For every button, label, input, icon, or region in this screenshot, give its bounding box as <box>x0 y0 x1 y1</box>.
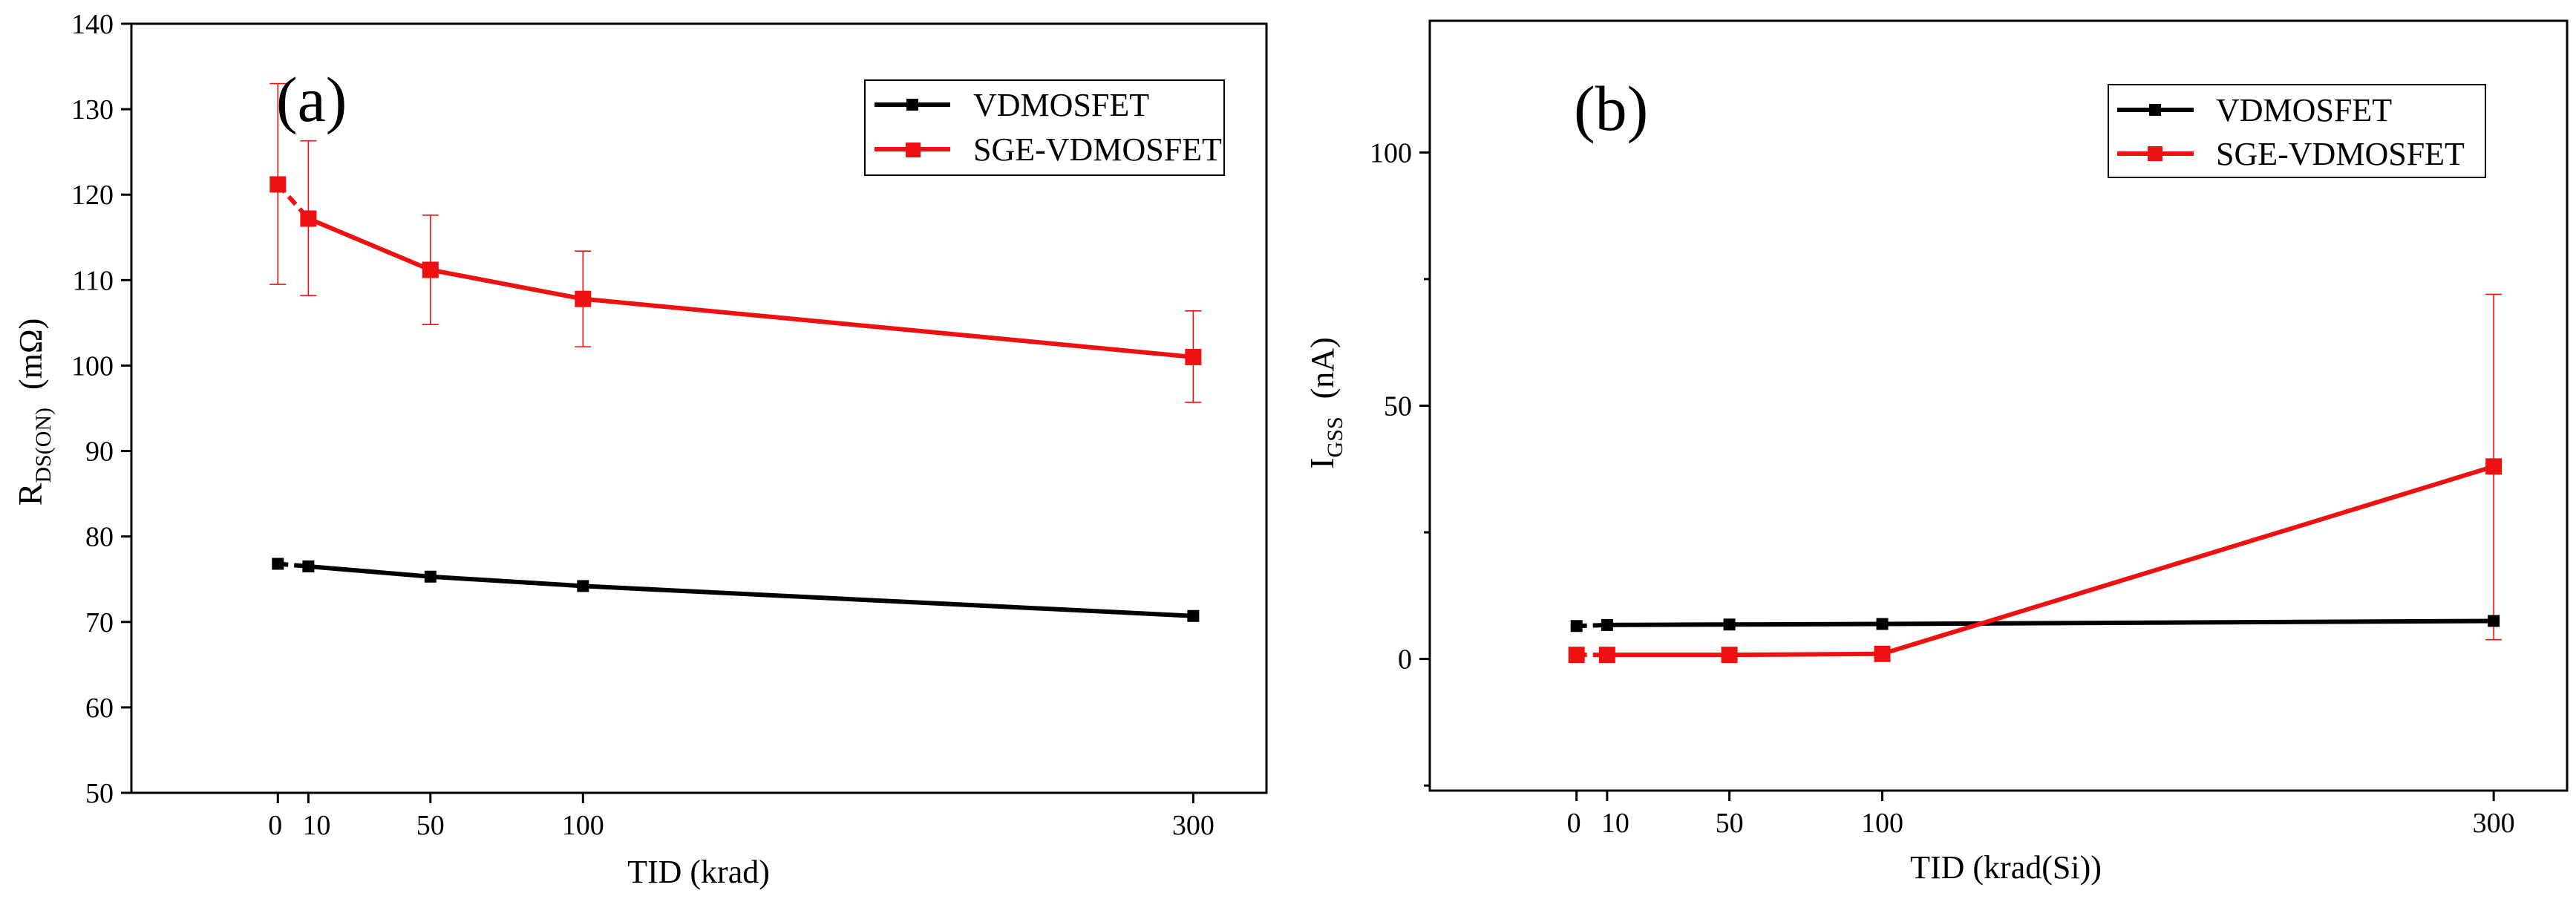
panel-a-point-vdmosfet-100 <box>577 580 589 592</box>
panel-b-ticks: 0 10 50 100 300 0 50 100 <box>1370 137 2515 839</box>
panel-a-series-lines <box>276 183 1194 618</box>
panel-a-x-tick-label-300: 300 <box>1172 810 1215 841</box>
panel-b-markers <box>1568 458 2503 664</box>
panel-a-y-tick-label-50: 50 <box>85 778 114 809</box>
panel-b-line-sge-seg-3 <box>1881 464 2495 656</box>
panel-a-point-sge-10 <box>300 210 317 227</box>
panel-b-point-sge-300 <box>2485 458 2503 475</box>
panel-a-x-tick-label-100: 100 <box>562 810 604 841</box>
panel-b-point-vdmosfet-10 <box>1601 618 1613 631</box>
panel-b-point-sge-50 <box>1721 647 1738 664</box>
panel-a-y-tick-label-140: 140 <box>71 9 114 40</box>
panel-a-x-tick-label-10: 10 <box>302 810 330 841</box>
panel-b-point-sge-100 <box>1874 645 1891 662</box>
panel-a: 0 10 50 100 300 50 60 70 80 90 100 110 120 130 140 (a)… <box>11 9 1268 890</box>
panel-b-x-tick-label-0: 0 <box>1567 808 1581 839</box>
panel-b-legend-label-vdmosfet: VDMOSFET <box>2216 92 2392 128</box>
panel-a-point-sge-0 <box>269 176 287 193</box>
panel-a-y-tick-label-120: 120 <box>71 180 114 211</box>
panel-a-point-sge-50 <box>422 261 439 278</box>
panel-a-y-label-main: R <box>11 483 49 506</box>
panel-a-y-label-sub: DS(ON) <box>31 408 56 483</box>
panel-b-legend: VDMOSFET SGE-VDMOSFET <box>2108 84 2486 178</box>
svg-text:IGSS(nA): IGSS (nA) <box>1303 337 1347 468</box>
panel-b-legend-marker-sge <box>2148 146 2163 161</box>
panel-a-plot-frame <box>130 22 1268 794</box>
panel-a-point-vdmosfet-50 <box>424 570 437 583</box>
panel-a-line-sge-seg-2 <box>430 267 583 301</box>
panel-b-legend-label-sge: SGE-VDMOSFET <box>2216 136 2465 172</box>
panel-a-line-vdmosfet-seg-1 <box>308 563 431 579</box>
panel-b-series-lines <box>1576 464 2495 658</box>
panel-a-line-sge-seg-1 <box>307 216 431 272</box>
panel-a-ticks: 0 10 50 100 300 50 60 70 80 90 100 110 120 130 140 <box>71 9 1215 841</box>
svg-text:RDS(ON)(mΩ): RDS(ON) (mΩ) <box>11 318 56 506</box>
panel-b-point-vdmosfet-0 <box>1570 620 1583 632</box>
panel-a-line-sge-seg-3 <box>583 296 1194 359</box>
panel-b-y-axis-label: IGSS (nA) <box>1303 337 1347 468</box>
panel-a-y-label-unit: (mΩ) <box>13 318 49 390</box>
panel-a-legend: VDMOSFET SGE-VDMOSFET <box>864 79 1225 176</box>
panel-a-y-tick-label-100: 100 <box>71 350 114 382</box>
panel-b-y-tick-label-50: 50 <box>1384 391 1412 422</box>
panel-b-y-tick-label-0: 0 <box>1398 644 1412 676</box>
panel-a-markers <box>269 176 1202 622</box>
panel-b-label: (b) <box>1574 73 1648 144</box>
panel-b-x-axis-label: TID (krad(Si)) <box>1910 849 2102 886</box>
panel-a-y-tick-label-90: 90 <box>85 437 114 468</box>
panel-a-legend-marker-sge <box>906 143 921 157</box>
panel-a-y-tick-label-130: 130 <box>71 94 114 125</box>
panel-b-point-vdmosfet-50 <box>1723 618 1736 631</box>
panel-b-legend-marker-vdmosfet <box>2149 104 2161 116</box>
panel-b-x-tick-label-100: 100 <box>1861 808 1903 839</box>
panel-a-y-tick-label-70: 70 <box>85 607 114 638</box>
panel-b-point-sge-0 <box>1568 647 1585 664</box>
panel-b-y-tick-label-100: 100 <box>1370 137 1412 169</box>
panel-b-line-vdmosfet-seg-2 <box>1729 621 1883 627</box>
panel-b-line-sge-seg-2 <box>1729 651 1883 658</box>
panel-b-x-tick-label-10: 10 <box>1601 808 1629 839</box>
panel-a-line-vdmosfet-seg-3 <box>583 583 1194 618</box>
panel-a-y-tick-label-110: 110 <box>72 265 114 296</box>
panel-a-y-tick-label-60: 60 <box>85 693 114 724</box>
panel-b-x-tick-label-50: 50 <box>1716 808 1744 839</box>
panel-a-x-tick-label-50: 50 <box>416 810 445 841</box>
panel-b-point-sge-10 <box>1598 647 1615 664</box>
panel-a-point-vdmosfet-0 <box>272 558 284 570</box>
panel-a-point-sge-300 <box>1185 348 1202 365</box>
panel-b-y-label-main: I <box>1303 457 1341 468</box>
panel-b: 0 10 50 100 300 0 50 100 (b) VDMOSFET SGE-VDMOS… <box>1303 19 2569 886</box>
panel-a-point-vdmosfet-300 <box>1187 609 1200 622</box>
panel-a-legend-label-sge: SGE-VDMOSFET <box>973 131 1222 168</box>
panel-b-point-vdmosfet-100 <box>1876 618 1889 630</box>
panel-a-x-axis-label: TID (krad) <box>627 854 770 890</box>
panel-a-point-vdmosfet-10 <box>302 560 315 572</box>
panel-b-y-label-sub: GSS <box>1323 416 1347 457</box>
panel-a-x-tick-label-0: 0 <box>268 810 282 841</box>
panel-b-y-label-unit: (nA) <box>1304 337 1341 399</box>
panel-b-legend-box <box>2108 84 2486 178</box>
panel-a-label: (a) <box>276 64 347 135</box>
panel-a-point-sge-100 <box>575 290 592 307</box>
panel-b-x-tick-label-300: 300 <box>2473 808 2515 839</box>
panel-a-legend-marker-vdmosfet <box>906 99 918 111</box>
panel-a-y-axis-label: RDS(ON) (mΩ) <box>11 318 56 506</box>
panel-a-line-vdmosfet-seg-2 <box>430 574 583 589</box>
panel-b-line-vdmosfet-seg-1 <box>1606 622 1730 627</box>
panel-a-legend-label-vdmosfet: VDMOSFET <box>973 87 1149 123</box>
panel-b-point-vdmosfet-300 <box>2488 615 2500 627</box>
panel-a-legend-box <box>864 79 1225 176</box>
panel-a-y-tick-label-80: 80 <box>85 522 114 553</box>
